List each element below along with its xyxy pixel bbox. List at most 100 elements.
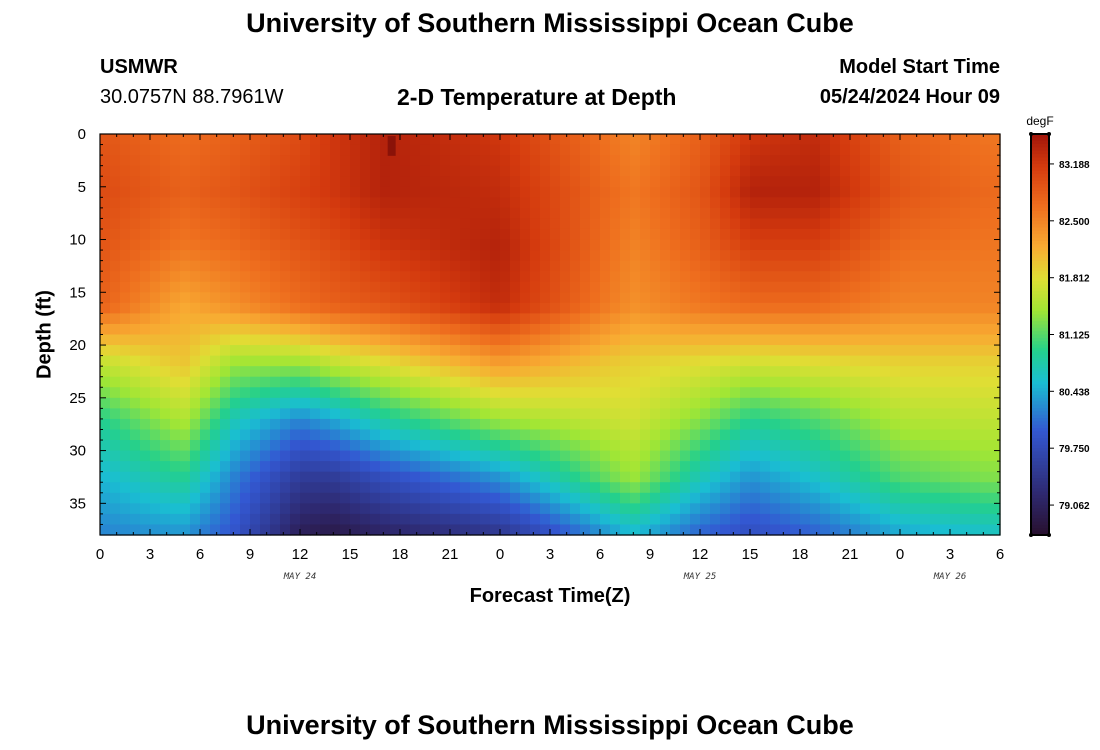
- heatmap-cell: [650, 323, 661, 336]
- heatmap-cell: [990, 387, 1001, 399]
- heatmap-cell: [600, 292, 611, 304]
- heatmap-cell: [570, 450, 581, 462]
- heatmap-cell: [470, 482, 481, 494]
- colorbar-segment: [1031, 528, 1049, 533]
- heatmap-cell: [860, 440, 871, 452]
- heatmap-cell: [850, 492, 861, 504]
- heatmap-cell: [980, 355, 991, 367]
- heatmap-cell: [260, 186, 271, 198]
- heatmap-cell: [930, 155, 941, 167]
- heatmap-cell: [880, 408, 891, 420]
- heatmap-cell: [660, 207, 671, 220]
- heatmap-cell: [260, 461, 271, 473]
- heatmap-cell: [690, 271, 701, 283]
- heatmap-cell: [700, 418, 711, 431]
- heatmap-cell: [300, 228, 311, 241]
- heatmap-cell: [520, 334, 531, 346]
- heatmap-cell: [260, 271, 271, 283]
- heatmap-cell: [250, 186, 261, 198]
- heatmap-cell: [220, 323, 231, 336]
- colorbar-segment: [1031, 147, 1049, 152]
- heatmap-cell: [170, 503, 181, 515]
- heatmap-cell: [390, 482, 401, 494]
- heatmap-cell: [170, 334, 181, 346]
- heatmap-cell: [640, 440, 651, 452]
- heatmap-cell: [210, 207, 221, 220]
- heatmap-cell: [690, 228, 701, 241]
- station-coordinates: 30.0757N 88.7961W: [100, 86, 284, 108]
- heatmap-cell: [510, 345, 521, 357]
- heatmap-cell: [370, 144, 381, 156]
- heatmap-cell: [660, 334, 671, 346]
- heatmap-cell: [800, 186, 811, 198]
- heatmap-cell: [220, 155, 231, 167]
- heatmap-cell: [230, 323, 241, 336]
- heatmap-cell: [260, 302, 271, 314]
- heatmap-cell: [240, 376, 251, 388]
- heatmap-cell: [560, 165, 571, 177]
- heatmap-cell: [440, 450, 451, 462]
- heatmap-cell: [900, 376, 911, 388]
- heatmap-cell: [920, 271, 931, 283]
- heatmap-cell: [210, 440, 221, 452]
- heatmap-cell: [250, 260, 261, 272]
- heatmap-cell: [100, 513, 111, 526]
- heatmap-cell: [830, 366, 841, 378]
- heatmap-cell: [730, 461, 741, 473]
- heatmap-cell: [150, 376, 161, 388]
- heatmap-cell: [800, 408, 811, 420]
- heatmap-cell: [630, 482, 641, 494]
- heatmap-cell: [940, 376, 951, 388]
- heatmap-cell: [100, 503, 111, 515]
- heatmap-cell: [750, 345, 761, 357]
- heatmap-cell: [280, 281, 291, 293]
- heatmap-cell: [730, 197, 741, 209]
- heatmap-cell: [600, 429, 611, 441]
- heatmap-cell: [460, 228, 471, 241]
- heatmap-cell: [180, 292, 191, 304]
- heatmap-cell: [730, 207, 741, 220]
- heatmap-cell: [230, 492, 241, 504]
- heatmap-cell: [510, 260, 521, 272]
- heatmap-cell: [540, 134, 551, 146]
- heatmap-cell: [620, 429, 631, 441]
- heatmap-cell: [710, 323, 721, 336]
- heatmap-cell: [320, 503, 331, 515]
- x-tick-label: 0: [96, 546, 104, 563]
- heatmap-cell: [620, 355, 631, 367]
- heatmap-cell: [910, 207, 921, 220]
- heatmap-cell: [680, 239, 691, 251]
- colorbar-tick-label: 81.812: [1059, 274, 1090, 285]
- heatmap-cell: [980, 429, 991, 441]
- heatmap-cell: [440, 155, 451, 167]
- heatmap-cell: [380, 408, 391, 420]
- heatmap-cell: [510, 281, 521, 293]
- heatmap-cell: [570, 429, 581, 441]
- heatmap-cell: [120, 355, 131, 367]
- heatmap-cell: [340, 186, 351, 198]
- heatmap-cell: [770, 492, 781, 504]
- heatmap-cell: [580, 482, 591, 494]
- heatmap-cell: [800, 387, 811, 399]
- heatmap-cell: [100, 471, 111, 483]
- heatmap-cell: [470, 186, 481, 198]
- heatmap-cell: [640, 176, 651, 188]
- heatmap-cell: [320, 250, 331, 262]
- heatmap-cell: [270, 471, 281, 483]
- heatmap-cell: [690, 376, 701, 388]
- heatmap-cell: [250, 461, 261, 473]
- heatmap-cell: [540, 260, 551, 272]
- heatmap-cell: [820, 186, 831, 198]
- heatmap-cell: [690, 323, 701, 336]
- heatmap-cell: [680, 503, 691, 515]
- heatmap-cell: [190, 144, 201, 156]
- heatmap-cell: [930, 461, 941, 473]
- heatmap-cell: [420, 418, 431, 431]
- heatmap-cell: [270, 355, 281, 367]
- heatmap-cell: [780, 471, 791, 483]
- heatmap-cell: [180, 524, 191, 536]
- heatmap-cell: [850, 197, 861, 209]
- heatmap-cell: [300, 250, 311, 262]
- heatmap-cell: [170, 239, 181, 251]
- heatmap-cell: [370, 292, 381, 304]
